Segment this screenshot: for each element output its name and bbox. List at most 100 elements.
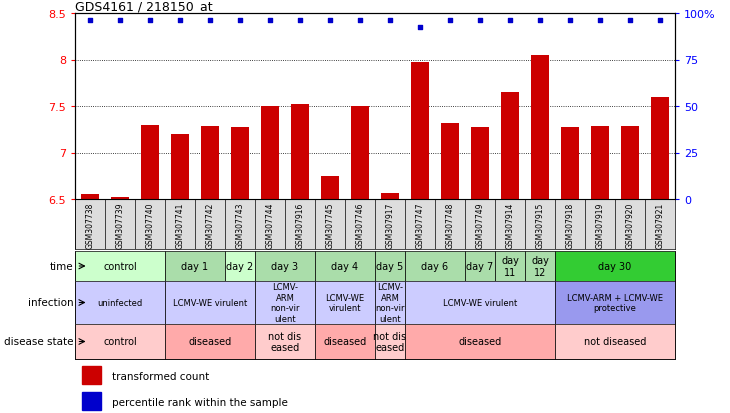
Text: day 3: day 3 — [272, 261, 299, 271]
Point — [534, 18, 546, 25]
Bar — [555, 252, 675, 281]
Bar — [201, 127, 219, 199]
Text: GSM307918: GSM307918 — [566, 202, 575, 248]
Bar — [75, 281, 165, 324]
Text: uninfected: uninfected — [97, 298, 142, 307]
Bar — [441, 123, 459, 199]
Text: diseased: diseased — [188, 337, 231, 347]
Text: LCMV-WE
virulent: LCMV-WE virulent — [326, 293, 364, 313]
Point — [204, 18, 216, 25]
Point — [294, 18, 306, 25]
Bar — [651, 97, 669, 199]
Bar — [381, 194, 399, 199]
Text: GSM307921: GSM307921 — [656, 202, 664, 248]
Text: GSM307914: GSM307914 — [505, 202, 515, 248]
Point — [144, 18, 155, 25]
Text: not dis
eased: not dis eased — [269, 331, 301, 352]
Bar — [375, 281, 405, 324]
Bar — [165, 281, 255, 324]
Bar — [321, 176, 339, 199]
Text: day 2: day 2 — [226, 261, 253, 271]
Point — [384, 18, 396, 25]
Bar — [255, 324, 315, 359]
Bar — [225, 252, 255, 281]
Text: GSM307741: GSM307741 — [175, 202, 185, 248]
Text: GSM307748: GSM307748 — [445, 202, 455, 248]
Bar — [405, 324, 555, 359]
Point — [114, 18, 126, 25]
Text: day 30: day 30 — [599, 261, 631, 271]
Bar — [165, 324, 255, 359]
Text: day 5: day 5 — [377, 261, 404, 271]
Bar — [82, 392, 101, 411]
Text: day 6: day 6 — [421, 261, 448, 271]
Text: GSM307915: GSM307915 — [536, 202, 545, 248]
Bar — [255, 281, 315, 324]
Bar — [261, 107, 279, 199]
Text: GSM307917: GSM307917 — [385, 202, 394, 248]
Text: day 7: day 7 — [466, 261, 493, 271]
Text: transformed count: transformed count — [112, 370, 209, 381]
Bar — [405, 281, 555, 324]
Bar — [495, 252, 525, 281]
Bar — [231, 128, 249, 199]
Text: LCMV-WE virulent: LCMV-WE virulent — [173, 298, 247, 307]
Point — [444, 18, 456, 25]
Point — [504, 18, 516, 25]
Bar — [375, 252, 405, 281]
Text: disease state: disease state — [4, 337, 74, 347]
Bar — [255, 252, 315, 281]
Text: GSM307740: GSM307740 — [145, 202, 155, 248]
Bar — [501, 93, 519, 199]
Bar — [82, 366, 101, 385]
Point — [414, 25, 426, 31]
Text: GSM307916: GSM307916 — [296, 202, 304, 248]
Bar — [171, 135, 189, 199]
Text: day
12: day 12 — [531, 256, 549, 277]
Text: GSM307745: GSM307745 — [326, 202, 334, 248]
Text: percentile rank within the sample: percentile rank within the sample — [112, 396, 288, 406]
Bar — [165, 252, 225, 281]
Text: control: control — [103, 337, 137, 347]
Text: GSM307920: GSM307920 — [626, 202, 634, 248]
Bar — [291, 105, 309, 199]
Bar — [315, 324, 375, 359]
Bar — [375, 324, 405, 359]
Bar — [555, 281, 675, 324]
Text: LCMV-WE virulent: LCMV-WE virulent — [443, 298, 517, 307]
Bar — [315, 281, 375, 324]
Bar — [141, 125, 159, 199]
Bar — [81, 195, 99, 199]
Text: day 1: day 1 — [182, 261, 209, 271]
Bar — [561, 128, 579, 199]
Bar — [315, 252, 375, 281]
Bar — [75, 252, 165, 281]
Text: LCMV-
ARM
non-vir
ulent: LCMV- ARM non-vir ulent — [375, 283, 404, 323]
Bar — [411, 63, 429, 199]
Point — [564, 18, 576, 25]
Text: LCMV-
ARM
non-vir
ulent: LCMV- ARM non-vir ulent — [270, 283, 300, 323]
Text: day
11: day 11 — [501, 256, 519, 277]
Bar — [621, 127, 639, 199]
Text: GSM307919: GSM307919 — [596, 202, 604, 248]
Text: GSM307739: GSM307739 — [115, 202, 125, 248]
Text: not dis
eased: not dis eased — [374, 331, 407, 352]
Text: GSM307738: GSM307738 — [85, 202, 94, 248]
Text: GSM307747: GSM307747 — [415, 202, 425, 248]
Point — [624, 18, 636, 25]
Bar — [351, 107, 369, 199]
Point — [474, 18, 486, 25]
Text: infection: infection — [28, 298, 74, 308]
Point — [234, 18, 246, 25]
Bar — [465, 252, 495, 281]
Point — [594, 18, 606, 25]
Text: GDS4161 / 218150_at: GDS4161 / 218150_at — [75, 0, 212, 13]
Text: LCMV-ARM + LCMV-WE
protective: LCMV-ARM + LCMV-WE protective — [567, 293, 663, 313]
Bar — [75, 324, 165, 359]
Point — [84, 18, 96, 25]
Text: not diseased: not diseased — [584, 337, 646, 347]
Point — [324, 18, 336, 25]
Text: control: control — [103, 261, 137, 271]
Bar — [555, 324, 675, 359]
Text: GSM307743: GSM307743 — [236, 202, 245, 248]
